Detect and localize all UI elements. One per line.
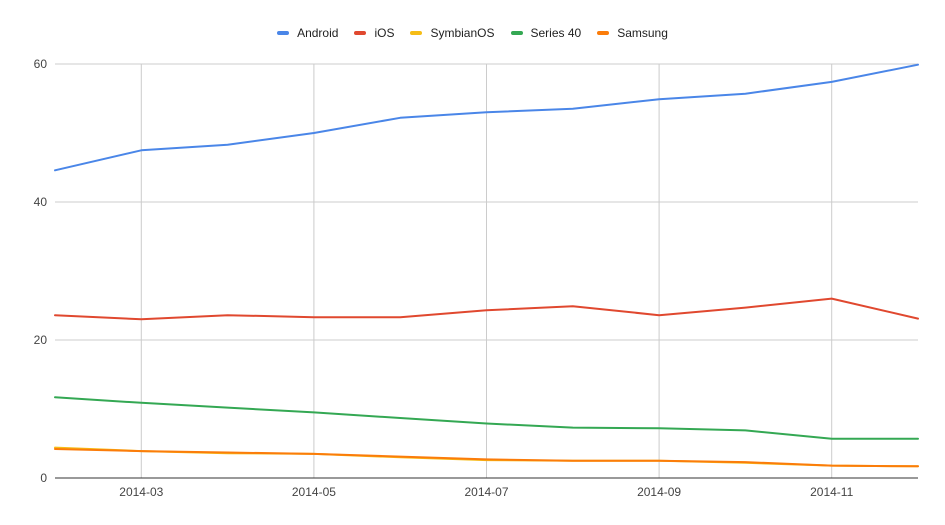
- legend-label-samsung: Samsung: [617, 26, 668, 40]
- legend-item-ios[interactable]: iOS: [354, 26, 394, 40]
- legend-swatch-symbianos: [410, 31, 423, 35]
- legend-swatch-ios: [354, 31, 367, 35]
- legend-label-android: Android: [297, 26, 339, 40]
- legend-swatch-android: [277, 31, 290, 35]
- x-tick-label: 2014-05: [292, 485, 336, 499]
- series-line-android[interactable]: [54, 63, 919, 172]
- legend-item-series-40[interactable]: Series 40: [510, 26, 582, 40]
- legend-swatch-series-40: [510, 31, 523, 35]
- chart-legend: Android iOS SymbianOS Series 40 Samsung: [0, 24, 945, 42]
- series-layer: [54, 63, 919, 468]
- legend-label-series-40: Series 40: [530, 26, 582, 40]
- x-tick-label: 2014-03: [119, 485, 163, 499]
- y-tick-label: 20: [34, 333, 48, 347]
- grid-layer: [55, 63, 918, 478]
- x-tick-label: 2014-11: [810, 485, 853, 499]
- axis-layer: 0 20 40 60 2014-03 2014-05 2014-07 2014-09 2014-…: [34, 57, 918, 499]
- series-line-ios[interactable]: [54, 297, 919, 321]
- legend-label-ios: iOS: [374, 26, 395, 40]
- y-tick-label: 0: [40, 471, 47, 485]
- legend-item-symbianos[interactable]: SymbianOS: [410, 26, 495, 40]
- series-line-series-40[interactable]: [54, 396, 919, 440]
- legend-item-samsung[interactable]: Samsung: [597, 26, 668, 40]
- x-tick-label: 2014-09: [637, 485, 681, 499]
- y-tick-label: 40: [34, 195, 48, 209]
- series-line-samsung[interactable]: [54, 448, 919, 468]
- legend-swatch-samsung: [597, 31, 610, 35]
- x-tick-label: 2014-07: [464, 485, 508, 499]
- legend-item-android[interactable]: Android: [277, 26, 338, 40]
- y-tick-label: 60: [34, 57, 48, 71]
- legend-label-symbianos: SymbianOS: [430, 26, 495, 40]
